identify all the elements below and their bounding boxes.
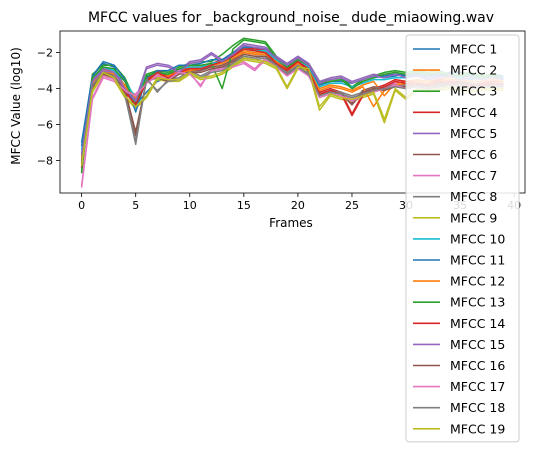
y-tick-label: −4 bbox=[37, 83, 53, 96]
legend-label-mfcc-16: MFCC 16 bbox=[450, 358, 505, 373]
legend-label-mfcc-12: MFCC 12 bbox=[450, 274, 505, 289]
x-tick-label: 25 bbox=[345, 199, 359, 212]
legend-box bbox=[405, 34, 520, 443]
x-tick-label: 5 bbox=[132, 199, 139, 212]
legend-label-mfcc-18: MFCC 18 bbox=[450, 400, 505, 415]
legend-label-mfcc-7: MFCC 7 bbox=[450, 168, 497, 183]
legend-label-mfcc-10: MFCC 10 bbox=[450, 231, 505, 246]
legend-label-mfcc-6: MFCC 6 bbox=[450, 147, 497, 162]
y-tick-label: −6 bbox=[37, 119, 53, 132]
legend-label-mfcc-14: MFCC 14 bbox=[450, 316, 505, 331]
legend-label-mfcc-8: MFCC 8 bbox=[450, 189, 497, 204]
x-tick-label: 15 bbox=[237, 199, 251, 212]
y-tick-label: −8 bbox=[37, 155, 53, 168]
legend-label-mfcc-4: MFCC 4 bbox=[450, 105, 497, 120]
legend-label-mfcc-2: MFCC 2 bbox=[450, 63, 497, 78]
legend-label-mfcc-15: MFCC 15 bbox=[450, 337, 505, 352]
y-tick-label: −2 bbox=[37, 47, 53, 60]
y-axis-label: MFCC Value (log10) bbox=[9, 47, 23, 165]
legend-label-mfcc-11: MFCC 11 bbox=[450, 253, 505, 268]
legend-label-mfcc-1: MFCC 1 bbox=[450, 42, 497, 57]
x-tick-label: 10 bbox=[183, 199, 197, 212]
legend-label-mfcc-5: MFCC 5 bbox=[450, 126, 497, 141]
x-tick-label: 20 bbox=[291, 199, 305, 212]
axes-frame bbox=[59, 30, 526, 194]
legend-label-mfcc-13: MFCC 13 bbox=[450, 295, 505, 310]
chart-title: MFCC values for _background_noise_ dude_… bbox=[88, 10, 494, 26]
legend-label-mfcc-9: MFCC 9 bbox=[450, 210, 497, 225]
legend-label-mfcc-3: MFCC 3 bbox=[450, 84, 497, 99]
legend-label-mfcc-17: MFCC 17 bbox=[450, 379, 505, 394]
x-axis-label: Frames bbox=[269, 216, 313, 230]
legend-label-mfcc-19: MFCC 19 bbox=[450, 421, 505, 436]
x-tick-label: 0 bbox=[78, 199, 85, 212]
legend: MFCC 1 MFCC 2 MFCC 3 MFCC 4 MFCC 5 MFCC 6 MFCC… bbox=[405, 34, 520, 443]
